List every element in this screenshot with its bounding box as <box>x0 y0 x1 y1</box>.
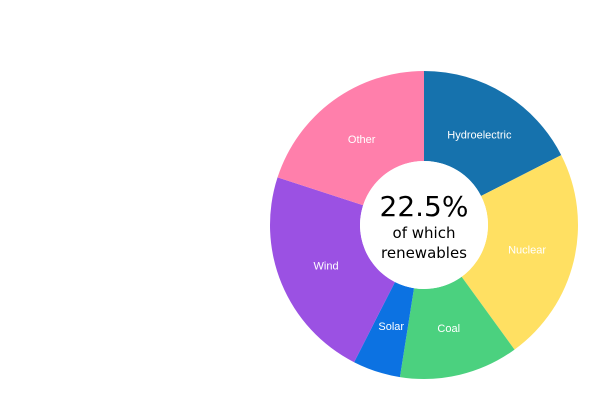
slice-solar <box>354 282 414 378</box>
donut-slices <box>269 71 578 380</box>
center-subtitle-line-2: renewables <box>381 244 467 262</box>
slice-label-solar: Solar <box>378 321 404 333</box>
slice-labels: Hydroelectric Nuclear Coal Solar Wind Other <box>314 130 547 335</box>
slice-label-hydroelectric: Hydroelectric <box>447 130 512 142</box>
slice-wind <box>269 177 395 363</box>
slice-nuclear <box>461 155 578 350</box>
slice-hydroelectric <box>424 71 562 196</box>
center-subtitle-line-1: of which <box>393 224 456 242</box>
center-value: 22.5% <box>380 190 469 223</box>
slice-label-coal: Coal <box>437 323 460 335</box>
donut-hole <box>360 161 488 289</box>
slice-label-wind: Wind <box>314 261 339 273</box>
slice-coal <box>399 276 515 380</box>
slice-label-nuclear: Nuclear <box>508 245 546 257</box>
slice-other <box>277 71 424 206</box>
slice-label-other: Other <box>348 134 376 146</box>
